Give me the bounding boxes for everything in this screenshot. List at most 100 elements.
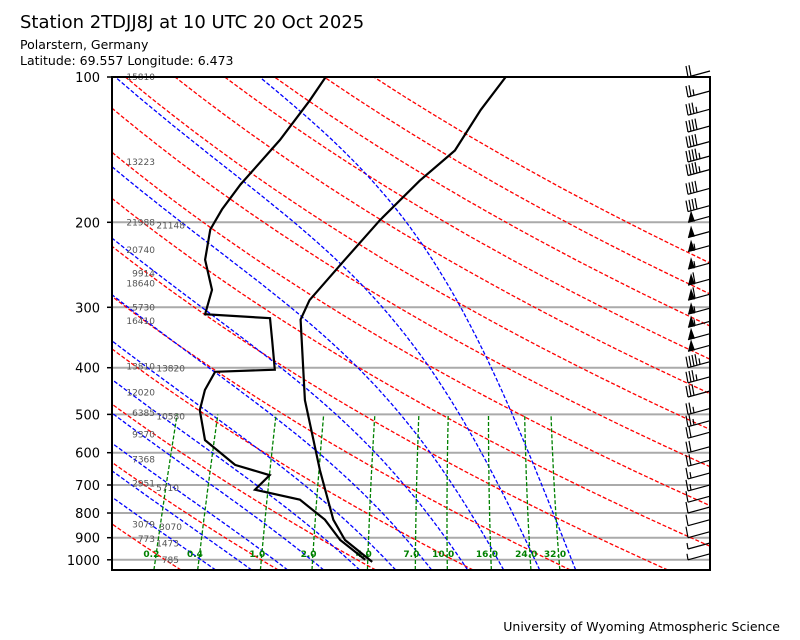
moist-adiabat [112, 293, 433, 570]
wind-barb-half [698, 152, 701, 159]
wind-barb-full [688, 85, 692, 97]
wind-barb-full [694, 180, 698, 193]
height-label: 13223 [126, 158, 155, 168]
wind-barb-full [688, 150, 692, 162]
wind-barb-full [685, 514, 689, 526]
wind-barb-staff [687, 407, 711, 415]
mixing-ratio-label: 1.0 [249, 550, 265, 560]
wind-barb-full [685, 200, 689, 212]
height-label: 9370 [132, 430, 155, 440]
mixing-ratio-label: 10.0 [432, 550, 454, 560]
wind-barb-full [694, 133, 698, 146]
height-label: 2951 [132, 479, 155, 489]
height-label: 16410 [126, 317, 155, 327]
wind-barb-full [694, 161, 698, 174]
dry-adiabat [224, 77, 710, 360]
height-label: 1473 [156, 539, 179, 549]
dry-adiabat [112, 461, 279, 570]
wind-barb-half [689, 472, 692, 479]
wind-barb-full [685, 356, 689, 368]
wind-barb-full [688, 135, 692, 147]
height-label: 9914 [132, 269, 155, 279]
wind-barb-full [691, 354, 695, 367]
wind-barb-staff [687, 431, 711, 439]
wind-barb-full [688, 65, 692, 77]
wind-barb-staff [687, 446, 711, 454]
wind-barb-full [685, 467, 689, 480]
wind-barb-half [692, 418, 695, 426]
moist-adiabat [112, 340, 397, 570]
wind-barb-pennant [688, 257, 695, 270]
wind-barb-staff [687, 125, 711, 133]
wind-barb-half [689, 484, 692, 491]
wind-barb-full [685, 501, 689, 514]
height-label: 13810 [126, 363, 155, 373]
wind-barb-full [685, 427, 689, 439]
wind-barb-full [688, 199, 692, 211]
wind-barb-half [692, 89, 695, 96]
pressure-tick-label: 400 [75, 362, 100, 377]
dry-adiabat [112, 403, 377, 570]
wind-barb-pennant [688, 239, 695, 252]
wind-barb-staff [687, 361, 711, 369]
moist-adiabat [112, 237, 469, 570]
wind-barb-full [692, 272, 696, 284]
wind-barb-staff [687, 531, 711, 539]
wind-barb-full [685, 65, 689, 78]
wind-barb-pennant [688, 273, 695, 286]
mixing-ratio-line [487, 414, 492, 570]
wind-barb-pennant [688, 225, 695, 238]
wind-barb-full [685, 85, 689, 98]
height-label: 6385 [132, 409, 155, 419]
wind-barb-full [685, 403, 689, 415]
wind-barb-half [698, 166, 701, 173]
wind-barb-staff [687, 506, 711, 514]
wind-barb-full [688, 355, 692, 367]
mixing-ratio-label: 2.0 [301, 550, 317, 560]
wind-barb-full [685, 441, 689, 453]
mixing-ratio-label: 24.0 [515, 550, 537, 560]
wind-barb-half [695, 374, 698, 381]
dry-adiabat [373, 77, 710, 264]
wind-barb-half [686, 542, 689, 550]
wind-barb-half [686, 553, 689, 560]
wind-barb-full [692, 287, 696, 299]
wind-barb-full [688, 440, 692, 453]
wind-barb-full [685, 164, 689, 176]
wind-barb-full [685, 183, 689, 195]
moist-adiabat [112, 442, 289, 570]
dry-adiabat [323, 77, 710, 295]
mixing-ratio-label: 7.0 [403, 550, 419, 560]
height-label: 7368 [132, 456, 155, 466]
mixing-ratio-line [550, 414, 561, 570]
dry-adiabat [124, 77, 710, 431]
mixing-ratio-label: 32.0 [544, 550, 566, 560]
height-label: 773 [138, 535, 155, 545]
wind-barb-staff [687, 459, 711, 467]
wind-barb-staff [687, 140, 711, 149]
mixing-ratio-line [366, 414, 376, 570]
wind-barb-staff [687, 108, 711, 116]
wind-barb-pennant [688, 339, 695, 352]
height-label: 785 [162, 556, 179, 566]
height-label: 3070 [159, 523, 182, 533]
wind-barb-full [688, 402, 692, 414]
mixing-ratio-line [414, 414, 420, 570]
wind-barb-full [685, 491, 689, 503]
wind-barb-half [698, 358, 701, 365]
wind-barb-full [685, 104, 689, 116]
wind-barb-half [693, 306, 696, 313]
wind-barb-staff [687, 155, 711, 163]
wind-barb-full [688, 454, 692, 466]
wind-barb-full [685, 150, 689, 163]
dry-adiabat [112, 523, 182, 570]
wind-barb-staff [687, 519, 711, 527]
height-label: 13820 [156, 365, 185, 375]
wind-barb-staff [687, 542, 711, 550]
mixing-ratio-label: 0.4 [187, 550, 203, 560]
wind-barb-full [688, 120, 692, 132]
wind-barb-staff [687, 420, 711, 428]
moist-adiabat [112, 412, 325, 570]
